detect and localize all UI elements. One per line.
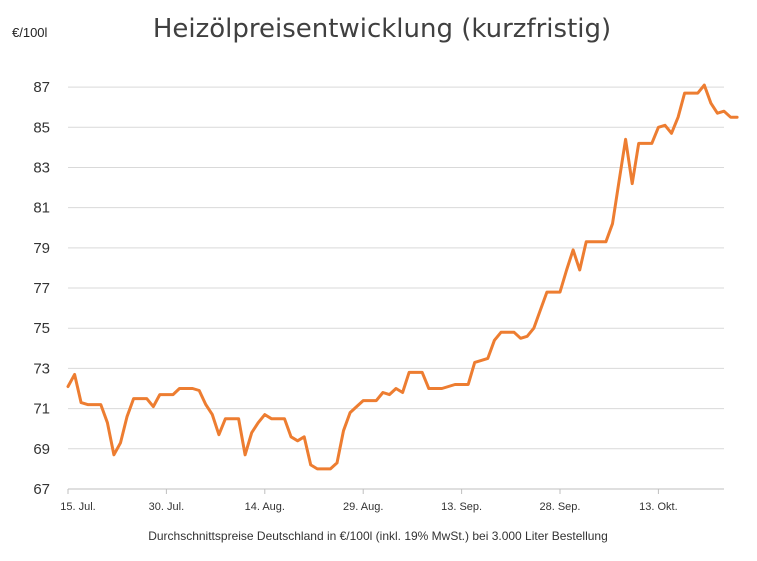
y-tick-label: 77: [33, 280, 50, 297]
series-line: [66, 83, 739, 471]
y-tick-label: 79: [33, 240, 50, 257]
x-tick-label: 13. Okt.: [639, 501, 678, 513]
x-tick-label: 29. Aug.: [343, 501, 383, 513]
chart-caption: Durchschnittspreise Deutschland in €/100…: [148, 529, 608, 543]
series-layer: [66, 83, 739, 471]
y-axis-ticks: 67 69 71 73 75 77 79 81 83 85 87: [33, 79, 50, 498]
x-axis-ticks: 15. Jul. 30. Jul. 14. Aug. 29. Aug. 13. Sep.…: [60, 489, 678, 513]
y-tick-label: 85: [33, 119, 50, 136]
x-tick-label: 15. Jul.: [60, 501, 95, 513]
y-tick-label: 67: [33, 481, 50, 498]
x-tick-label: 14. Aug.: [245, 501, 285, 513]
gridlines: [68, 86, 724, 490]
y-tick-label: 75: [33, 320, 50, 337]
x-tick-label: 13. Sep.: [441, 501, 482, 513]
y-tick-label: 69: [33, 441, 50, 458]
y-tick-label: 71: [33, 401, 50, 418]
x-tick-label: 28. Sep.: [540, 501, 581, 513]
y-tick-label: 73: [33, 360, 50, 377]
y-tick-label: 87: [33, 79, 50, 96]
chart-title: Heizölpreisentwicklung (kurzfristig): [153, 14, 611, 44]
y-tick-label: 83: [33, 159, 50, 176]
y-axis-label: €/100l: [12, 25, 48, 40]
y-tick-label: 81: [33, 200, 50, 217]
x-tick-label: 30. Jul.: [149, 501, 184, 513]
